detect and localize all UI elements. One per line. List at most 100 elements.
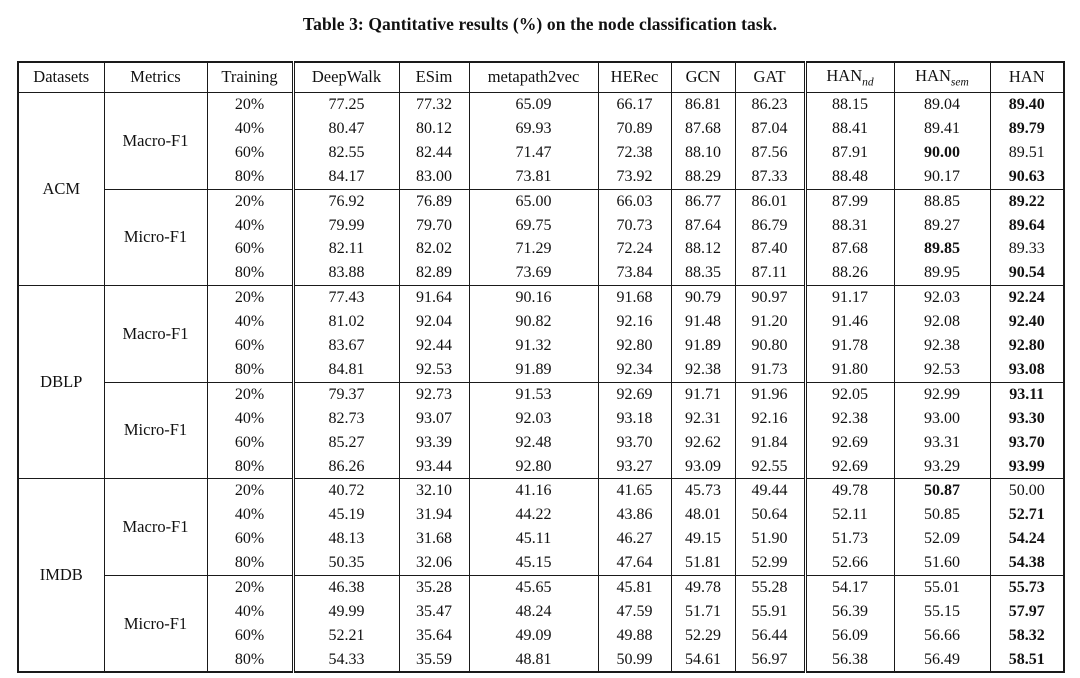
value-cell: 52.99 [734, 550, 805, 576]
value-cell: 90.80 [734, 333, 805, 358]
table-row: DBLP Macro-F1 20% 77.43 91.64 90.16 91.68 90.79… [18, 285, 1064, 479]
value-cell: 91.46 [803, 310, 894, 334]
value-cell: 58.51 [989, 647, 1064, 673]
value-cell: 77.25 [291, 92, 399, 117]
value-cell: 66.03 [597, 188, 671, 214]
table-row: IMDB Macro-F1 20% 40.72 32.10 41.16 41.65 45.73… [18, 478, 1064, 673]
value-cell: 92.62 [670, 430, 735, 455]
value-cell: 82.55 [291, 140, 399, 165]
dataset-cell: DBLP [18, 285, 104, 479]
training-cell: 80% [206, 454, 293, 479]
value-cell: 51.71 [670, 599, 735, 624]
value-cell: 45.73 [670, 478, 735, 504]
value-cell: 82.02 [398, 237, 469, 262]
value-cell: 93.39 [398, 430, 469, 455]
value-cell: 57.97 [989, 599, 1064, 624]
value-cell: 49.99 [291, 599, 399, 624]
value-cell: 79.70 [398, 213, 469, 238]
value-cell: 92.16 [597, 310, 671, 334]
training-cell: 80% [206, 550, 293, 576]
value-cell: 88.35 [670, 261, 735, 286]
value-cell: 50.87 [893, 478, 990, 504]
table-row: 80% 84.17 83.00 73.81 73.92 88.29 87.33 88.48 90… [18, 164, 1064, 190]
column-header-esim: ESim [398, 62, 469, 93]
value-cell: 56.38 [803, 647, 894, 673]
value-cell: 52.29 [670, 623, 735, 648]
value-cell: 86.79 [734, 213, 805, 238]
value-cell: 90.82 [468, 310, 598, 334]
dataset-cell: ACM [42, 178, 81, 198]
metric-cell: Macro-F1 [103, 478, 207, 576]
value-cell: 88.29 [670, 164, 735, 190]
value-cell: 81.02 [291, 310, 399, 334]
value-cell: 41.16 [468, 478, 598, 504]
value-cell: 86.26 [291, 454, 399, 479]
value-cell: 91.80 [803, 357, 894, 383]
training-cell: 60% [206, 623, 293, 648]
value-cell: 32.10 [398, 478, 469, 504]
value-cell: 70.73 [597, 213, 671, 238]
value-cell: 48.24 [468, 599, 598, 624]
value-cell: 90.63 [989, 164, 1064, 190]
value-cell: 92.04 [398, 310, 469, 334]
value-cell: 45.19 [291, 503, 399, 528]
value-cell: 77.32 [398, 92, 469, 117]
value-cell: 51.73 [803, 527, 894, 551]
value-cell: 92.55 [734, 454, 805, 479]
value-cell: 91.64 [398, 285, 469, 311]
training-cell: 20% [206, 188, 293, 214]
value-cell: 71.47 [468, 140, 598, 165]
training-cell: 60% [206, 430, 293, 455]
value-cell: 92.73 [398, 381, 469, 407]
value-cell: 91.71 [670, 381, 735, 407]
value-cell: 56.97 [734, 647, 805, 673]
training-cell: 20% [206, 285, 293, 311]
value-cell: 88.41 [803, 116, 894, 141]
value-cell: 92.69 [803, 430, 894, 455]
value-cell: 92.44 [398, 333, 469, 358]
value-cell: 91.17 [803, 285, 894, 311]
value-cell: 51.90 [734, 527, 805, 551]
value-cell: 92.48 [468, 430, 598, 455]
training-cell: 40% [206, 310, 293, 334]
value-cell: 56.49 [893, 647, 990, 673]
value-cell: 32.06 [398, 550, 469, 576]
value-cell: 82.44 [398, 140, 469, 165]
value-cell: 92.80 [989, 333, 1064, 358]
value-cell: 92.53 [398, 357, 469, 383]
value-cell: 70.89 [597, 116, 671, 141]
column-header-han: HAN [989, 62, 1064, 93]
value-cell: 50.35 [291, 550, 399, 576]
value-cell: 89.85 [893, 237, 990, 262]
column-header-han-sem: HANsem [893, 62, 990, 93]
value-cell: 90.54 [989, 261, 1064, 286]
value-cell: 89.64 [989, 213, 1064, 238]
value-cell: 92.53 [893, 357, 990, 383]
value-cell: 90.16 [468, 285, 598, 311]
value-cell: 82.11 [291, 237, 399, 262]
value-cell: 92.69 [803, 454, 894, 479]
column-header-deepwalk: DeepWalk [291, 62, 399, 93]
training-cell: 80% [206, 261, 293, 286]
table-row: 80% 54.33 35.59 48.81 50.99 54.61 56.97 56.38 56… [18, 647, 1064, 673]
value-cell: 88.85 [893, 188, 990, 214]
value-cell: 47.64 [597, 550, 671, 576]
column-header-herec: HERec [597, 62, 671, 93]
column-header-gat: GAT [734, 62, 805, 93]
value-cell: 90.97 [734, 285, 805, 311]
value-cell: 58.32 [989, 623, 1064, 648]
training-cell: 80% [206, 647, 293, 673]
value-cell: 87.11 [734, 261, 805, 286]
training-cell: 60% [206, 527, 293, 551]
value-cell: 83.00 [398, 164, 469, 190]
header-row: Datasets Metrics Training DeepWalk ESim … [18, 62, 1064, 93]
value-cell: 91.89 [670, 333, 735, 358]
value-cell: 31.68 [398, 527, 469, 551]
value-cell: 52.66 [803, 550, 894, 576]
value-cell: 87.40 [734, 237, 805, 262]
value-cell: 93.70 [989, 430, 1064, 455]
table-row: 40% 49.99 35.47 48.24 47.59 51.71 55.91 56.39 55… [18, 599, 1064, 624]
value-cell: 90.17 [893, 164, 990, 190]
training-cell: 80% [206, 164, 293, 190]
